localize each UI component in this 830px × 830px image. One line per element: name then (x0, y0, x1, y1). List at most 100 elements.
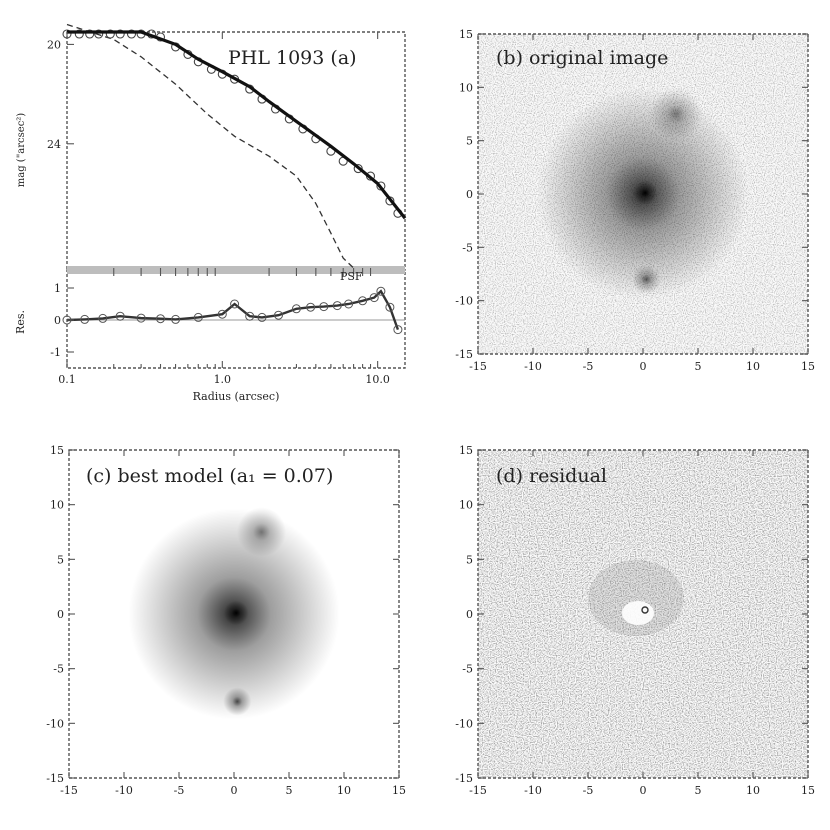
panel-c-title: (c) best model (a₁ = 0.07) (86, 465, 333, 487)
panel-b-ytick-label: -15 (455, 348, 473, 361)
profile-data-point (74, 29, 84, 39)
best-model-curve (67, 30, 407, 220)
panel-d-ytick-label: -10 (455, 717, 473, 730)
panel-d-xtick-label: 0 (640, 784, 647, 797)
panel-c-ytick-label: -15 (46, 772, 64, 785)
panel-b-xtick-label: 0 (640, 360, 647, 373)
profile-data-point (115, 29, 125, 39)
panel-b-title: (b) original image (496, 47, 668, 69)
panel-d-title: (d) residual (496, 465, 607, 487)
residual-point (369, 293, 379, 303)
panel-b-xtick-label: -10 (524, 360, 542, 373)
panel-a-xtick-label: 10.0 (365, 373, 390, 386)
panel-d-ytick-label: 10 (459, 499, 473, 512)
panel-b-xtick-label: -15 (469, 360, 487, 373)
residual-point (80, 314, 90, 324)
panel-c-source-blob (223, 687, 252, 716)
panel-d-ytick-label: 5 (466, 553, 473, 566)
profile-data-point (353, 164, 363, 174)
panel-b: -15-15 -10 -10 -5 -5 0 0 5 5 10 10 15 15 (b) origina… (455, 28, 815, 373)
panel-b-xtick-label: -5 (583, 360, 594, 373)
residual-point (115, 311, 125, 321)
panel-c-xtick-label: 15 (392, 784, 406, 797)
residual-curve (66, 289, 400, 331)
residual-point (257, 312, 267, 322)
panel-a-top-ytick-label: 24 (47, 138, 61, 151)
profile-data-point (105, 29, 115, 39)
panel-c-xtick-label: 10 (337, 784, 351, 797)
residual-point (385, 302, 395, 312)
residual-point (193, 312, 203, 322)
panel-a-bottom-ytick-label: 0 (54, 314, 61, 327)
profile-data-point (94, 29, 104, 39)
panel-d-ytick-label: 0 (466, 608, 473, 621)
panel-b-ytick-label: -10 (455, 295, 473, 308)
panel-d-ytick-label: 15 (459, 444, 473, 457)
panel-c: -15-15 -10 -10 -5 -5 0 0 5 5 10 10 15 15 (c) best mo… (46, 444, 406, 797)
panel-b-xtick-label: 15 (801, 360, 815, 373)
panel-d-xtick-label: -5 (583, 784, 594, 797)
residual-point (358, 296, 368, 306)
panel-c-ytick-label: 5 (57, 553, 64, 566)
panel-a-bottom-ytick-label: 1 (54, 282, 61, 295)
panel-b-ytick-label: 15 (459, 28, 473, 41)
panel-d-ytick-label: -15 (455, 772, 473, 785)
panel-d-core-mark (641, 606, 649, 614)
panel-b-ytick-label: 5 (466, 135, 473, 148)
residual-point (393, 325, 403, 335)
panel-b-ytick-label: 10 (459, 81, 473, 94)
residual-point (156, 314, 165, 324)
panel-c-source-blob (236, 507, 287, 557)
panel-d-xtick-label: -10 (524, 784, 542, 797)
panel-c-xtick-label: 5 (286, 784, 293, 797)
panel-b-noise (478, 34, 808, 354)
panel-a-bottom-ylabel: Res. (14, 310, 27, 334)
residual-point (217, 309, 227, 319)
panel-a-top-ylabel: mag ("arcsec²) (16, 113, 27, 188)
panel-a-xlabel: Radius (arcsec) (193, 390, 280, 403)
panel-c-xtick-label: -10 (115, 784, 133, 797)
panel-a-title: PHL 1093 (a) (228, 47, 357, 69)
panel-d-xtick-label: 5 (695, 784, 702, 797)
panel-c-ytick-label: -10 (46, 717, 64, 730)
residual-point (98, 313, 108, 323)
panel-a-separator-band (67, 266, 405, 274)
panel-d: -15-15 -10 -10 -5 -5 0 0 5 5 10 10 15 15 (d) residua… (455, 444, 815, 797)
panel-b-xtick-label: 10 (746, 360, 760, 373)
panel-b-ytick-label: -5 (462, 241, 473, 254)
panel-d-xtick-label: -15 (469, 784, 487, 797)
panel-d-residual-ring (588, 560, 684, 636)
panel-c-xtick-label: -15 (60, 784, 78, 797)
panel-a: 0.1 1.0 10.0 20 24 -1 0 1 PHL 1093 (a) PSF mag … (14, 23, 407, 403)
psf-curve (66, 23, 355, 269)
residual-point (136, 313, 146, 323)
residual-point (230, 299, 240, 309)
panel-d-ytick-label: -5 (462, 663, 473, 676)
panel-c-ytick-label: -5 (53, 663, 64, 676)
panel-b-xtick-label: 5 (695, 360, 702, 373)
panel-c-xtick-label: 0 (231, 784, 238, 797)
panel-a-top-ytick-label: 20 (47, 38, 61, 51)
panel-c-source-blob (223, 600, 249, 626)
residual-point (245, 311, 255, 321)
residual-point (332, 301, 342, 311)
panel-c-ytick-label: 0 (57, 608, 64, 621)
residual-point (376, 286, 386, 296)
panel-a-xtick-label: 0.1 (58, 373, 76, 386)
residual-point (291, 304, 301, 314)
panel-c-ytick-label: 10 (50, 499, 64, 512)
panel-d-xtick-label: 10 (746, 784, 760, 797)
profile-data-point (85, 29, 95, 39)
panel-a-xtick-label: 1.0 (214, 373, 232, 386)
residual-point (306, 302, 316, 312)
panel-b-ytick-label: 0 (466, 188, 473, 201)
residual-point (274, 310, 283, 320)
residual-point (171, 314, 181, 324)
panel-a-bottom-ytick-label: -1 (50, 346, 61, 359)
panel-c-xtick-label: -5 (174, 784, 185, 797)
panel-c-ytick-label: 15 (50, 444, 64, 457)
panel-d-core-hole (622, 601, 654, 625)
panel-a-psf-label: PSF (340, 270, 363, 283)
residual-point (319, 302, 329, 312)
